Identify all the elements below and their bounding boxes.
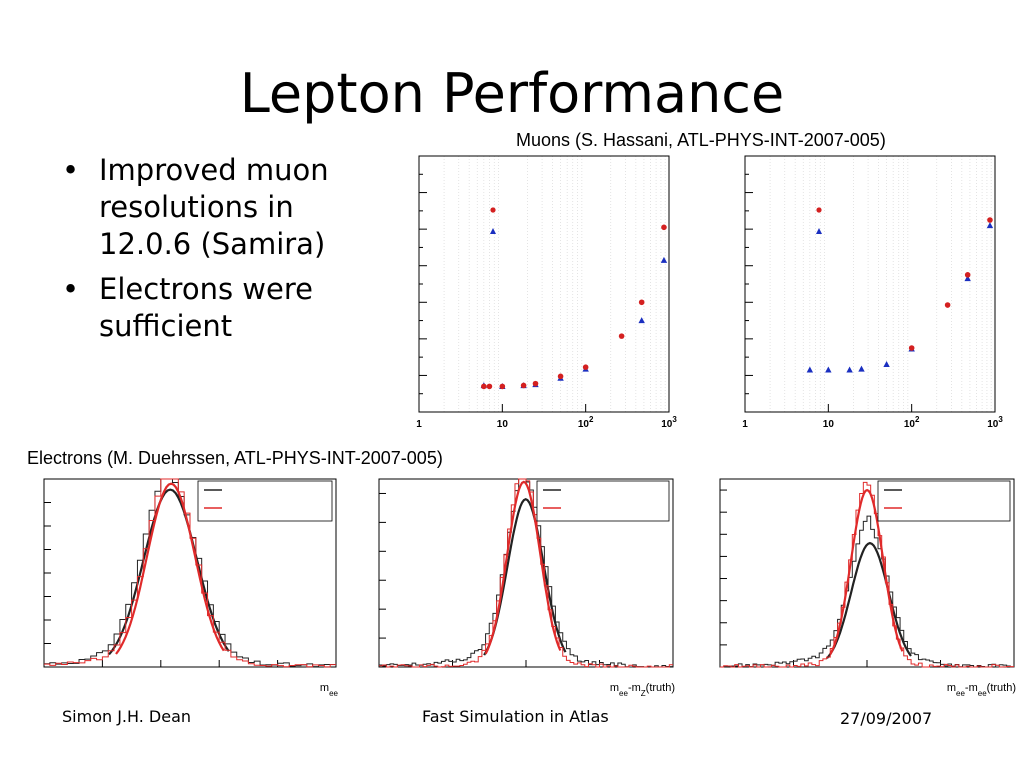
- x-tick-base: 10: [661, 419, 673, 430]
- data-point-fullsim: [638, 317, 645, 324]
- plot-frame: [744, 155, 996, 413]
- bullet-item: Electrons were sufficient: [62, 271, 362, 345]
- muons-caption: Muons (S. Hassani, ATL-PHYS-INT-2007-005…: [516, 130, 886, 150]
- x-tick-label: 103: [987, 415, 1003, 430]
- data-point-atlfast: [582, 364, 589, 370]
- x-axis-label-sub: ee: [978, 689, 987, 698]
- histogram-svg: mee-mee(truth): [719, 478, 1016, 698]
- x-axis-label: mee-mZ(truth): [610, 682, 675, 698]
- x-axis-label: mee: [320, 682, 339, 698]
- electron-mass-truth-difference-histogram: mee-mee(truth): [686, 473, 1018, 698]
- data-point-atlfast: [987, 217, 993, 223]
- fit-curve-fullsim: [826, 541, 912, 659]
- x-tick-label: 103: [661, 415, 677, 430]
- x-tick-base: 10: [904, 419, 916, 430]
- data-point-atlfast: [964, 272, 971, 278]
- histogram-atlfast: [720, 481, 1014, 668]
- muon-resolution-plot-right: 1 10 102 103: [700, 150, 1003, 442]
- legend-marker-fullsim: [490, 228, 496, 234]
- legend-box: [536, 480, 670, 522]
- x-axis-label-part: m: [947, 682, 956, 694]
- fit-curve-atlfast: [115, 482, 225, 655]
- x-tick-exp: 3: [998, 415, 1003, 424]
- muon-resolution-plot-left: 1 10 102 103: [374, 150, 677, 442]
- x-axis-label-sub: ee: [619, 689, 628, 698]
- x-axis-label-part: (truth): [987, 682, 1016, 694]
- legend-box: [877, 480, 1011, 522]
- data-point-atlfast: [499, 383, 506, 390]
- histogram-atlfast: [379, 478, 673, 668]
- data-point-atlfast: [481, 383, 487, 390]
- data-point-fullsim: [986, 222, 994, 229]
- x-tick-exp: 2: [915, 415, 920, 424]
- histogram-atlfast: [44, 478, 336, 668]
- data-point-fullsim: [825, 366, 832, 373]
- legend-box: [197, 480, 333, 522]
- data-point-fullsim: [806, 366, 814, 373]
- footer-talk-title: Fast Simulation in Atlas: [422, 707, 609, 726]
- histogram-svg: mee-mZ(truth): [378, 478, 675, 698]
- x-tick-exp: 3: [672, 415, 677, 424]
- data-point-fullsim: [858, 365, 865, 372]
- x-tick-label: 10: [823, 419, 835, 430]
- plot-frame: [418, 155, 670, 413]
- data-point-fullsim: [883, 361, 890, 368]
- x-axis-label-sub: ee: [956, 689, 965, 698]
- x-tick-label: 1: [742, 419, 748, 430]
- histogram-svg: mee: [43, 478, 339, 698]
- data-point-atlfast: [532, 380, 539, 387]
- data-point-fullsim: [964, 275, 971, 282]
- legend-marker-atlfast: [816, 207, 822, 213]
- x-axis-label-sub: Z: [641, 689, 646, 698]
- scatter-svg: 1 10 102 103: [416, 155, 677, 430]
- data-point-atlfast: [638, 299, 645, 306]
- x-axis-label-part: m: [610, 682, 619, 694]
- bullet-item: Improved muon resolutions in 12.0.6 (Sam…: [62, 152, 362, 263]
- data-point-atlfast: [557, 373, 564, 380]
- data-point-atlfast: [908, 345, 915, 351]
- x-tick-label: 1: [416, 419, 422, 430]
- x-tick-label: 102: [578, 415, 594, 430]
- data-point-atlfast: [618, 333, 625, 339]
- electron-mass-histogram: mee: [10, 473, 340, 698]
- x-tick-base: 10: [578, 419, 590, 430]
- data-point-fullsim: [846, 366, 853, 373]
- data-point-atlfast: [944, 302, 951, 308]
- x-axis-label: mee-mee(truth): [947, 682, 1016, 698]
- x-axis-label-part: -m: [628, 682, 641, 694]
- fit-curve-atlfast: [484, 480, 562, 655]
- x-axis-label-part: m: [320, 682, 329, 694]
- legend-marker-atlfast: [490, 207, 496, 213]
- x-tick-base: 10: [987, 419, 999, 430]
- x-tick-label: 102: [904, 415, 920, 430]
- data-point-fullsim: [660, 256, 668, 263]
- slide-title: Lepton Performance: [239, 62, 785, 125]
- footer-author: Simon J.H. Dean: [62, 707, 192, 726]
- data-point-atlfast: [661, 224, 667, 231]
- electron-zmass-difference-histogram: mee-mZ(truth): [345, 473, 677, 698]
- x-tick-exp: 2: [589, 415, 594, 424]
- bullet-list: Improved muon resolutions in 12.0.6 (Sam…: [62, 152, 362, 353]
- x-tick-label: 10: [497, 419, 509, 430]
- data-point-atlfast: [520, 382, 527, 389]
- footer-date: 27/09/2007: [840, 709, 933, 728]
- fit-curve-fullsim: [108, 488, 230, 656]
- data-point-atlfast: [486, 383, 493, 390]
- scatter-svg: 1 10 102 103: [742, 155, 1003, 430]
- x-axis-label-sub: ee: [329, 689, 338, 698]
- x-axis-label-part: -m: [965, 682, 978, 694]
- x-axis-label-part: (truth): [646, 682, 675, 694]
- histogram-fullsim: [720, 515, 1014, 668]
- electrons-caption: Electrons (M. Duehrssen, ATL-PHYS-INT-20…: [27, 448, 443, 468]
- legend-marker-fullsim: [816, 228, 822, 234]
- fit-curve-atlfast: [829, 488, 904, 655]
